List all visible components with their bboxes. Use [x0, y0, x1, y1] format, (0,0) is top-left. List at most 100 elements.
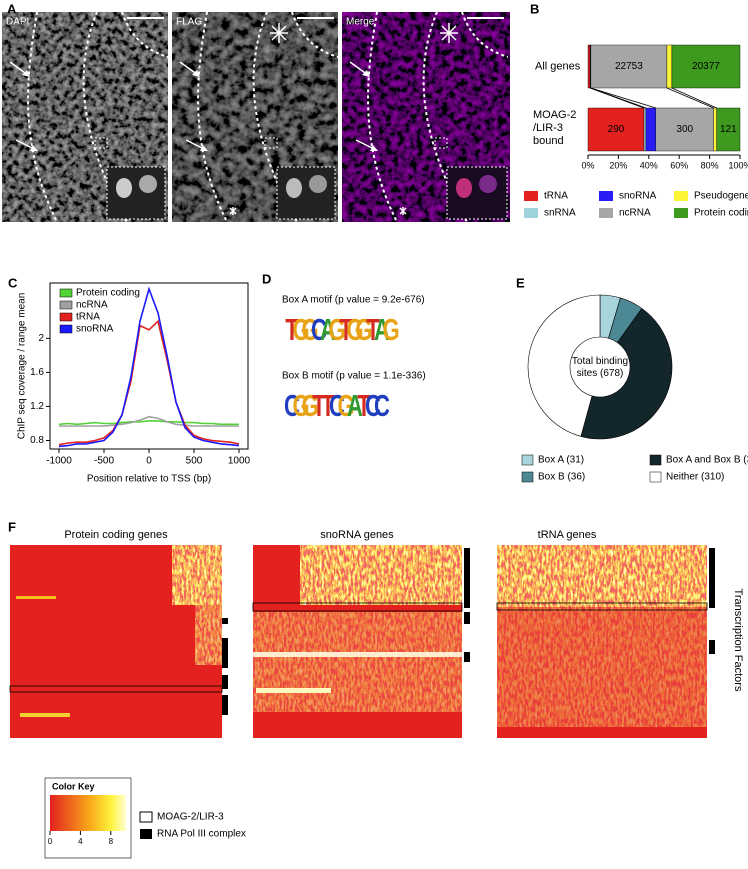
- connector: [666, 87, 714, 109]
- legend-swatch: [524, 191, 538, 201]
- value-label: 121: [720, 124, 737, 135]
- motif-letter: C: [374, 389, 390, 424]
- legend-label: ncRNA: [76, 300, 108, 311]
- legend-label: tRNA: [76, 312, 100, 323]
- bar-segment: [716, 107, 741, 152]
- color-key-gradient: [50, 795, 126, 831]
- legend-swatch: [59, 300, 73, 310]
- legend-swatch: [599, 191, 613, 201]
- x-tick-label: 0: [146, 456, 152, 467]
- legend-label: Pseudogene: [694, 191, 748, 202]
- y-tick-label: 1.6: [30, 367, 44, 378]
- x-tick-label: 20%: [609, 160, 627, 170]
- motif-letter: T: [339, 313, 353, 348]
- panel-label: D: [262, 271, 271, 286]
- x-tick-label: -1000: [46, 456, 72, 467]
- legend-label: Box A (31): [538, 455, 584, 466]
- y-tick-label: 2: [38, 333, 44, 344]
- legend-swatch: [521, 454, 534, 466]
- motif-title: Box A motif (p value = 9.2e-676): [282, 295, 425, 306]
- channel-label: DAPI: [6, 17, 29, 28]
- motif-letter: C: [284, 389, 300, 424]
- center-label: Total binding sites (678): [571, 356, 629, 379]
- bar-segment: [671, 44, 741, 89]
- motif-letter: A: [347, 389, 363, 424]
- color-key-tick-label: 4: [78, 837, 83, 846]
- x-tick-label: 0%: [581, 160, 594, 170]
- pie-slice: [527, 294, 601, 437]
- value-label: 300: [676, 124, 693, 135]
- legend-label: snRNA: [544, 208, 576, 219]
- motif-letter: A: [320, 313, 336, 348]
- bar-segment: [655, 107, 714, 152]
- heatmap-snorna: [252, 545, 470, 738]
- channel-label: FLAG: [176, 17, 202, 28]
- legend-swatch: [59, 288, 73, 298]
- value-label: 290: [608, 124, 625, 135]
- motif-letter: G: [292, 313, 309, 348]
- x-tick-label: 1000: [228, 456, 251, 467]
- y-axis-label: ChIP seq coverage / range mean: [17, 293, 28, 440]
- legend-swatch: [59, 324, 73, 334]
- color-key-title: Color Key: [52, 781, 95, 791]
- connector: [671, 87, 717, 109]
- value-label: 22753: [615, 61, 643, 72]
- bar-segment: [645, 107, 656, 152]
- motif-letter: C: [365, 389, 381, 424]
- heatmap-title: Protein coding genes: [64, 529, 168, 541]
- bar-segment: [587, 107, 645, 152]
- legend-label: Box A and Box B (301): [666, 455, 748, 466]
- heatmap-trna: [496, 545, 715, 738]
- legend-swatch: [674, 208, 688, 218]
- legend-label: snoRNA: [76, 324, 114, 335]
- panel-label: E: [516, 275, 525, 290]
- legend-swatch: [524, 208, 538, 218]
- panel-label: A: [7, 1, 17, 16]
- legend-swatch: [139, 811, 153, 823]
- panel-label: B: [530, 1, 539, 16]
- color-key-tick-label: 8: [109, 837, 114, 846]
- legend-label: Protein coding: [694, 208, 748, 219]
- heatmap-protein-coding: [9, 545, 228, 738]
- motif-letter: T: [357, 389, 371, 424]
- motif-letter: T: [312, 389, 326, 424]
- legend-label: RNA Pol III complex: [157, 829, 246, 840]
- motif-letter: T: [366, 313, 380, 348]
- bar-segment: [643, 107, 647, 152]
- value-label: 20377: [692, 61, 720, 72]
- panel-label: C: [8, 275, 18, 290]
- legend-label: MOAG-2/LIR-3: [157, 812, 224, 823]
- series-line: [59, 415, 239, 427]
- image-flag: [172, 12, 338, 222]
- motif-letter: C: [311, 313, 327, 348]
- side-label: Transcription Factors: [732, 589, 744, 692]
- x-tick-label: 60%: [670, 160, 688, 170]
- x-axis-label: Position relative to TSS (bp): [87, 474, 211, 485]
- category-label: All genes: [535, 60, 581, 72]
- x-tick-label: 80%: [701, 160, 719, 170]
- legend-label: ncRNA: [619, 208, 651, 219]
- motif-letter: G: [346, 313, 363, 348]
- heatmap-title: snoRNA genes: [320, 529, 394, 541]
- bar-segment: [666, 44, 673, 89]
- legend-swatch: [599, 208, 613, 218]
- legend-swatch: [649, 454, 662, 466]
- x-tick-label: -500: [94, 456, 114, 467]
- motif-letter: T: [285, 313, 299, 348]
- series-line: [58, 319, 240, 446]
- bar-segment: [713, 107, 717, 152]
- motif-letter: G: [301, 389, 318, 424]
- x-tick-label: 100%: [728, 160, 748, 170]
- legend-swatch: [59, 312, 73, 322]
- y-tick-label: 1.2: [30, 401, 44, 412]
- image-merge: [342, 12, 510, 222]
- motif-letter: G: [301, 313, 318, 348]
- motif-letter: G: [292, 389, 309, 424]
- motif-letter: G: [337, 389, 354, 424]
- color-key-tick-label: 0: [48, 837, 53, 846]
- x-tick-label: 40%: [640, 160, 658, 170]
- motif-letter: A: [374, 313, 390, 348]
- motif-letter: G: [328, 313, 345, 348]
